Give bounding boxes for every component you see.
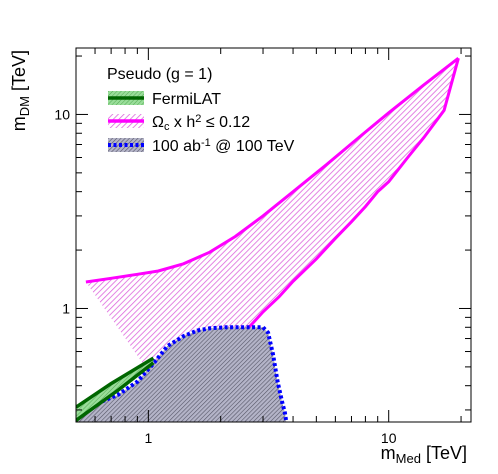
y-tick-label: 10 bbox=[54, 106, 70, 122]
legend-label-collider: 100 ab-1 @ 100 TeV bbox=[152, 137, 295, 155]
relic-fill bbox=[85, 58, 459, 413]
legend-label-relic: Ωc x h2 ≤ 0.12 bbox=[152, 113, 250, 133]
x-tick-label: 1 bbox=[144, 430, 152, 446]
plot-frame bbox=[75, 47, 472, 423]
legend-header: Pseudo (g = 1) bbox=[107, 66, 212, 83]
legend: Pseudo (g = 1) FermiLAT Ωc x h2 ≤ 0.12 100 … bbox=[107, 66, 295, 155]
y-tick-label: 1 bbox=[62, 300, 70, 316]
x-axis-title: mMed [TeV] bbox=[381, 443, 467, 466]
x-tick-label: 10 bbox=[381, 430, 397, 446]
data-layer bbox=[76, 57, 460, 422]
y-axis-title: mDM [TeV] bbox=[9, 50, 32, 131]
collider-fill bbox=[76, 327, 287, 422]
fermi-upper-line bbox=[76, 356, 155, 409]
legend-label-fermi: FermiLAT bbox=[152, 91, 221, 108]
fermi-lower-line bbox=[76, 361, 155, 422]
collider-boundary-line bbox=[76, 325, 289, 422]
relic-upper-line bbox=[85, 57, 460, 284]
